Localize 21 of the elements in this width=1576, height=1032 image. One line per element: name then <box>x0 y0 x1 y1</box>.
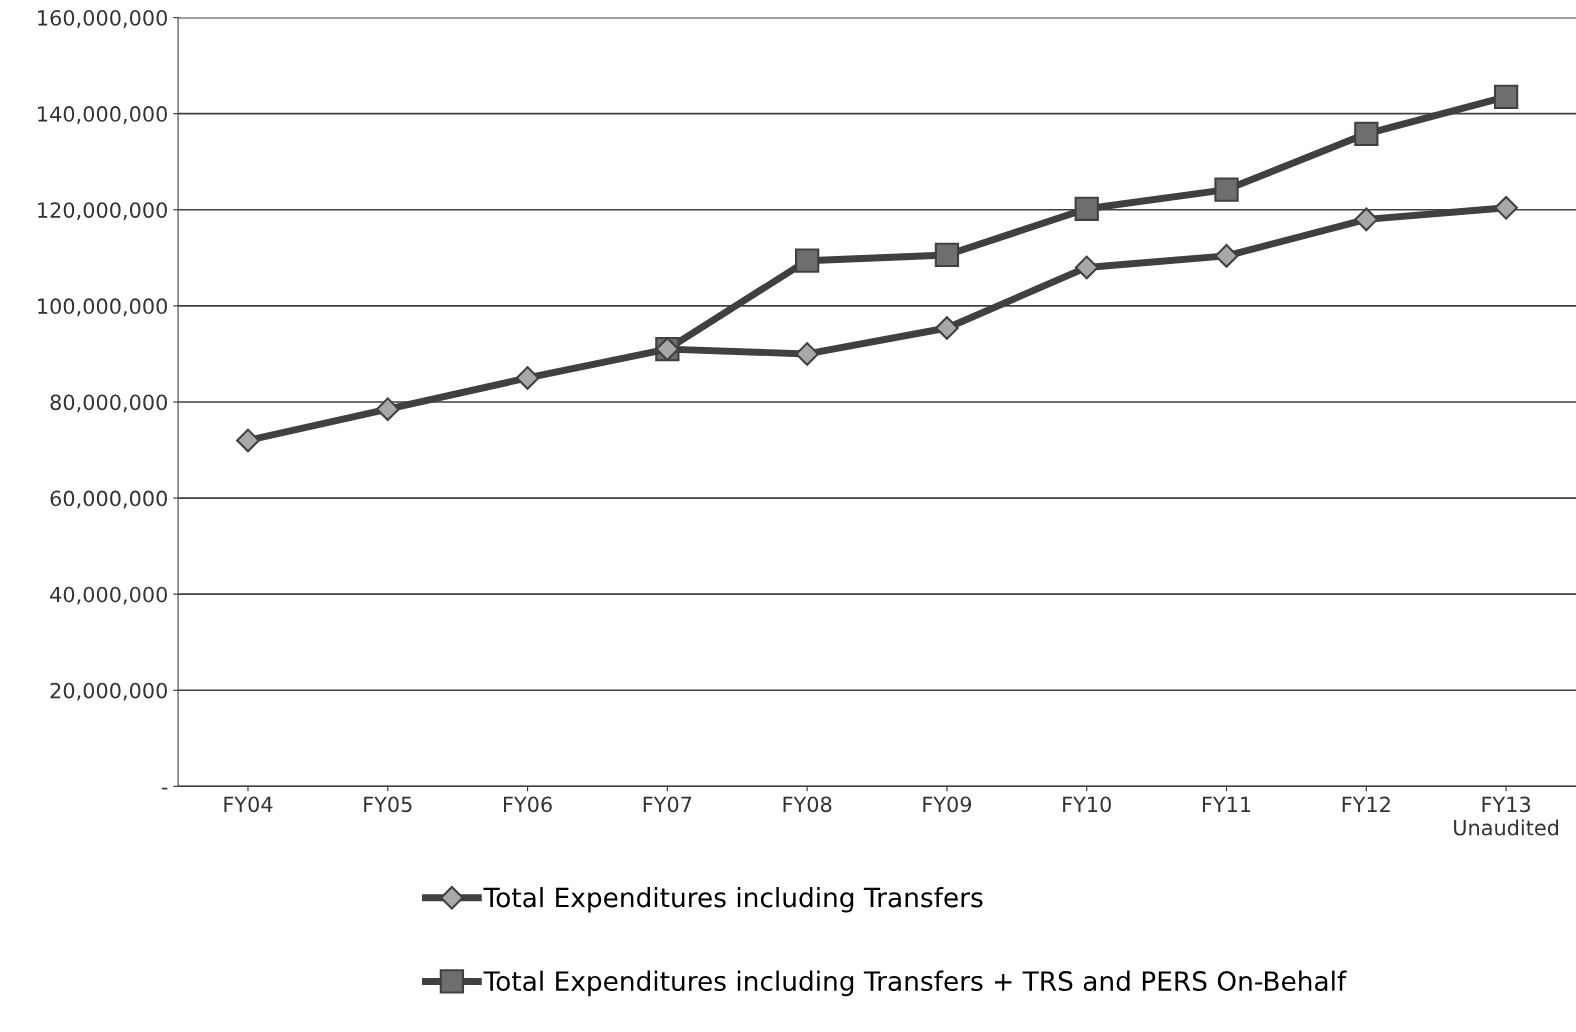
y-tick-label: 40,000,000 <box>50 586 167 605</box>
legend-label: Total Expenditures including Transfers + TRS and PERS On-Behalf <box>483 970 1347 997</box>
x-tick-label: FY04 <box>224 796 273 813</box>
x-tick-label: FY05 <box>364 796 412 813</box>
y-tick-label: - <box>161 787 168 790</box>
x-tick-label: FY13 Unaudited <box>1454 796 1559 836</box>
x-tick-label: FY09 <box>923 796 972 813</box>
legend-label: Total Expenditures including Transfers <box>483 887 983 913</box>
x-tick-label: FY08 <box>783 796 832 813</box>
y-tick-label: 160,000,000 <box>38 10 167 28</box>
x-tick-label: FY10 <box>1063 796 1111 813</box>
y-tick-label: 20,000,000 <box>50 682 167 701</box>
x-tick-label: FY07 <box>643 796 692 813</box>
x-tick-label: FY11 <box>1202 796 1251 812</box>
x-tick-label: FY06 <box>504 796 552 813</box>
y-tick-label: 140,000,000 <box>38 106 167 124</box>
y-tick-label: 100,000,000 <box>38 298 167 317</box>
y-tick-label: 120,000,000 <box>38 202 167 221</box>
x-tick-label: FY12 <box>1342 796 1390 812</box>
y-tick-label: 80,000,000 <box>50 394 167 413</box>
y-tick-label: 60,000,000 <box>50 490 167 509</box>
